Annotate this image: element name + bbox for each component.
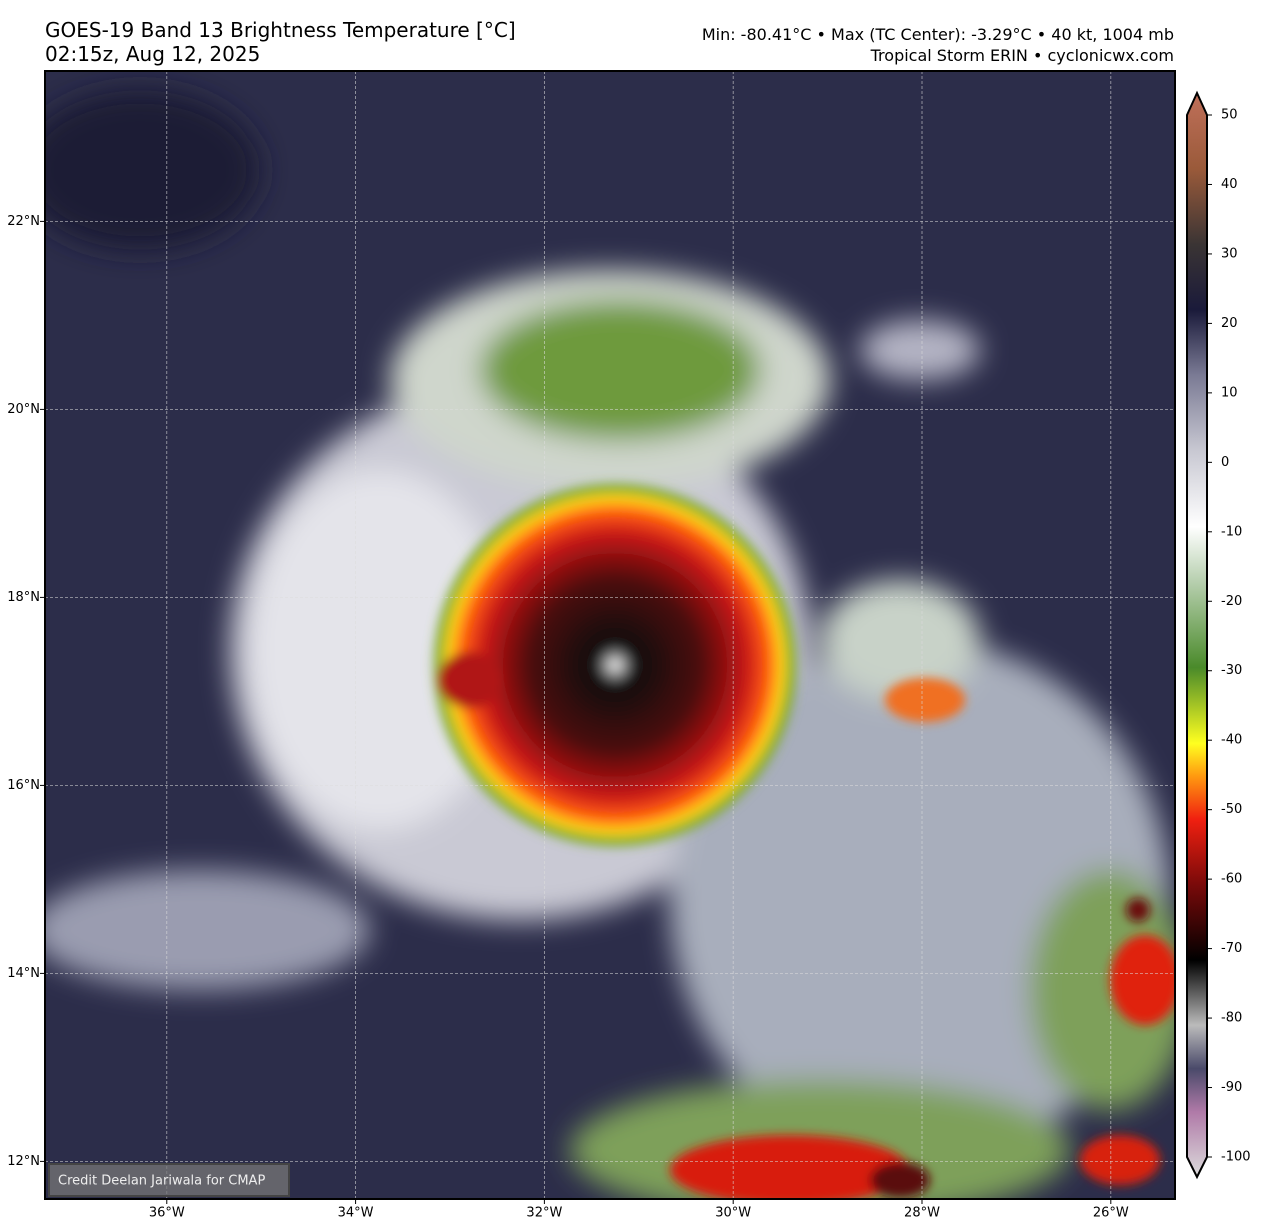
colorbar-label: 40 — [1221, 177, 1238, 192]
title: GOES-19 Band 13 Brightness Temperature [… — [45, 18, 516, 42]
colorbar-label: -90 — [1221, 1080, 1242, 1095]
y-tick-label: 14°N — [7, 966, 40, 981]
colorbar-label: -80 — [1221, 1011, 1242, 1026]
colorbar-label: -70 — [1221, 941, 1242, 956]
credit-box — [48, 1163, 290, 1197]
time: 02:15z, Aug 12, 2025 — [45, 42, 260, 66]
y-tick-label: 20°N — [7, 402, 40, 417]
colorbar-label: -40 — [1221, 733, 1242, 748]
x-tick-label: 26°W — [1093, 1206, 1129, 1221]
colorbar-label: -20 — [1221, 594, 1242, 609]
x-tick-label: 36°W — [149, 1206, 185, 1221]
colorbar-label: -50 — [1221, 802, 1242, 817]
stats: Min: -80.41°C • Max (TC Center): -3.29°C… — [702, 25, 1174, 44]
x-tick-label: 28°W — [904, 1206, 940, 1221]
y-tick-label: 18°N — [7, 590, 40, 605]
credit: Credit Deelan Jariwala for CMAP — [58, 1174, 265, 1189]
imagery — [45, 71, 1175, 1199]
x-tick-label: 34°W — [338, 1206, 374, 1221]
colorbar-label: -100 — [1221, 1150, 1251, 1165]
y-tick-label: 12°N — [7, 1154, 40, 1169]
colorbar-label: 10 — [1221, 385, 1238, 400]
colorbar-label: 50 — [1221, 108, 1238, 123]
colorbar-label: -60 — [1221, 872, 1242, 887]
colorbar — [1186, 90, 1208, 1180]
map-frame — [44, 70, 1176, 1200]
storm: Tropical Storm ERIN • cyclonicwx.com — [870, 46, 1174, 65]
colorbar-label: -30 — [1221, 663, 1242, 678]
graticule — [45, 71, 1175, 1199]
colorbar-label: 20 — [1221, 316, 1238, 331]
colorbar-label: 30 — [1221, 246, 1238, 261]
colorbar-label: -10 — [1221, 524, 1242, 539]
y-tick-label: 22°N — [7, 214, 40, 229]
colorbar-label: 0 — [1221, 455, 1229, 470]
x-tick-label: 32°W — [526, 1206, 562, 1221]
y-tick-label: 16°N — [7, 778, 40, 793]
x-tick-label: 30°W — [715, 1206, 751, 1221]
